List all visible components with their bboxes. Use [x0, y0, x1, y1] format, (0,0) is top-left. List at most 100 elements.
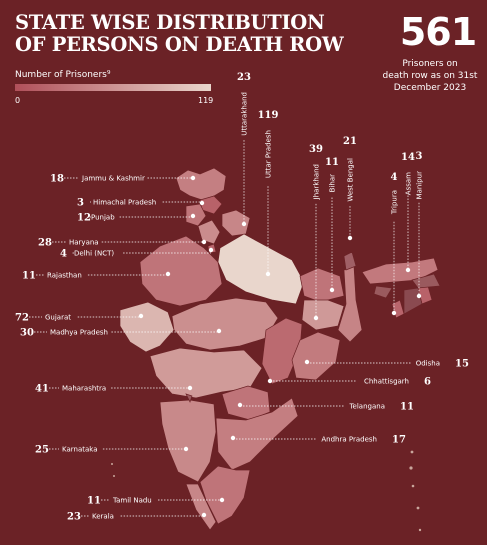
legend-max-value: 119 [198, 96, 214, 105]
state-count-maharashtra: 41 [35, 384, 49, 395]
state-count-kerala: 23 [67, 512, 81, 523]
region-bihar [299, 267, 345, 303]
total-prisoners-value: 561 [399, 10, 477, 54]
state-label-delhi-nct: Delhi (NCT) [74, 250, 114, 258]
state-count-karnataka: 25 [35, 445, 49, 456]
region-tamil-nadu [199, 465, 251, 525]
state-count-jharkhand: 39 [309, 144, 323, 155]
anchor-dot-manipur [416, 293, 422, 299]
state-label-maharashtra: Maharashtra [62, 385, 106, 393]
state-label-west-bengal: West Bengal [347, 158, 355, 202]
state-count-madhya-pradesh: 30 [20, 328, 34, 339]
state-count-chhattisgarh: 6 [424, 377, 431, 388]
region-odisha [291, 331, 341, 381]
region-gujarat [119, 301, 175, 353]
state-count-west-bengal: 21 [343, 136, 357, 147]
anchor-dot-odisha [304, 359, 310, 365]
state-label-uttar-pradesh: Uttar Pradesh [265, 130, 273, 178]
region-andhra-pradesh [215, 397, 299, 471]
region-madhya-pradesh [171, 297, 279, 351]
state-label-chhattisgarh: Chhattisgarh [364, 378, 409, 386]
region-jharkhand [301, 299, 345, 331]
state-count-uttarakhand: 23 [237, 72, 251, 83]
state-count-delhi-nct: 4 [60, 249, 67, 260]
anchor-dot-bihar [329, 287, 335, 293]
state-label-jharkhand: Jharkhand [313, 164, 321, 200]
anchor-dot-gujarat [138, 313, 144, 319]
total-caption: Prisoners on death row as on 31st Decemb… [378, 58, 482, 94]
map-title: STATE WISE DISTRIBUTION OF PERSONS ON DE… [15, 12, 345, 56]
state-label-haryana: Haryana [69, 239, 99, 247]
state-label-manipur: Manipur [416, 171, 424, 200]
island-territories [111, 450, 422, 532]
state-label-kerala: Kerala [92, 513, 114, 521]
island-mark [416, 506, 420, 510]
legend-min-value: 0 [15, 96, 21, 105]
state-count-tamil-nadu: 11 [87, 496, 101, 507]
total-caption-line-2: death row as on 31st [382, 71, 478, 81]
anchor-dot-punjab [190, 213, 196, 219]
legend-gradient-bar [15, 84, 211, 91]
region-west-bengal [337, 265, 363, 343]
state-label-tamil-nadu: Tamil Nadu [112, 497, 152, 505]
anchor-dot-madhya-pradesh [216, 328, 222, 334]
anchor-dot-haryana [201, 239, 207, 245]
state-count-gujarat: 72 [15, 313, 29, 324]
state-label-odisha: Odisha [416, 360, 440, 368]
state-label-uttarakhand: Uttarakhand [241, 92, 249, 136]
state-count-bihar: 11 [325, 157, 339, 168]
state-label-assam: Assam [405, 172, 413, 195]
region-haryana [197, 219, 221, 245]
state-regions [119, 167, 441, 531]
state-label-bihar: Bihar [329, 174, 337, 192]
state-label-telangana: Telangana [348, 403, 385, 411]
state-label-madhya-pradesh: Madhya Pradesh [50, 329, 108, 337]
anchor-dot-jharkhand [313, 315, 319, 321]
anchor-dot-uttar-pradesh [265, 271, 271, 277]
state-label-karnataka: Karnataka [62, 446, 98, 454]
anchor-dot-maharashtra [187, 385, 193, 391]
anchor-dot-delhi-nct [208, 247, 214, 253]
state-count-manipur: 3 [416, 151, 423, 162]
state-count-punjab: 12 [77, 213, 91, 224]
anchor-dot-west-bengal [347, 235, 353, 241]
island-mark [411, 484, 415, 488]
state-count-rajasthan: 11 [22, 271, 36, 282]
state-label-punjab: Punjab [91, 214, 115, 222]
state-count-telangana: 11 [400, 402, 414, 413]
island-mark [409, 466, 413, 470]
region-other [403, 287, 423, 315]
region-kerala [185, 483, 217, 531]
state-label-andhra-pradesh: Andhra Pradesh [321, 436, 377, 444]
title-line-2: OF PERSONS ON DEATH ROW [15, 33, 344, 56]
total-caption-line-1: Prisoners on [402, 59, 458, 69]
anchor-dot-chhattisgarh [267, 378, 273, 384]
region-jammu-kashmir [175, 167, 227, 201]
anchor-dot-karnataka [183, 446, 189, 452]
state-label-gujarat: Gujarat [45, 314, 71, 322]
state-count-jammu-kashmir: 18 [50, 174, 64, 185]
region-uttarakhand [221, 209, 251, 237]
state-count-uttar-pradesh: 119 [258, 110, 279, 121]
state-label-himachal-pradesh: Himachal Pradesh [93, 199, 156, 207]
anchor-dot-tamil-nadu [219, 497, 225, 503]
island-mark [410, 450, 414, 454]
island-mark [113, 475, 115, 477]
state-label-jammu-kashmir: Jammu & Kashmir [81, 175, 145, 183]
anchor-dot-kerala [201, 512, 207, 518]
region-karnataka [159, 399, 217, 483]
region-other [343, 251, 357, 271]
island-mark [418, 528, 422, 532]
anchor-dot-telangana [237, 402, 243, 408]
anchor-dot-andhra-pradesh [230, 435, 236, 441]
title-line-1: STATE WISE DISTRIBUTION [15, 11, 325, 34]
legend-title: Number of Prisoners⁹ [15, 70, 111, 80]
state-count-haryana: 28 [38, 238, 52, 249]
anchor-dot-rajasthan [165, 271, 171, 277]
state-count-himachal-pradesh: 3 [77, 198, 84, 209]
state-label-rajasthan: Rajasthan [47, 272, 82, 280]
region-other [185, 393, 193, 403]
anchor-dot-himachal-pradesh [199, 200, 205, 206]
